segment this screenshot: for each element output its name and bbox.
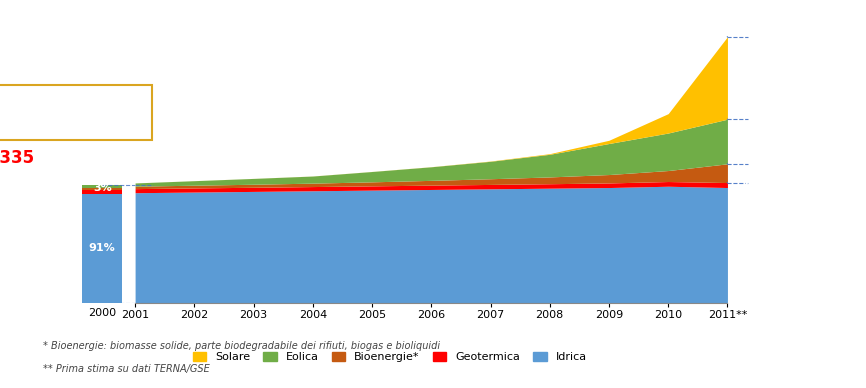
Bar — [82, 188, 122, 190]
Text: 17%: 17% — [740, 135, 768, 148]
Text: 18.335: 18.335 — [0, 149, 35, 167]
Text: 3%: 3% — [93, 183, 112, 192]
Text: 7%: 7% — [740, 167, 760, 180]
Bar — [82, 194, 122, 303]
Legend: Solare, Eolica, Bioenergie*, Geotermica, Idrica: Solare, Eolica, Bioenergie*, Geotermica,… — [188, 348, 591, 367]
Bar — [82, 190, 122, 194]
Text: * Bioenergie: biomasse solide, parte biodegradabile dei rifiuti, biogas e bioliq: * Bioenergie: biomasse solide, parte bio… — [43, 341, 441, 351]
Text: 31%: 31% — [740, 71, 768, 85]
Bar — [82, 185, 122, 188]
Text: Eolica + Solare + Bioenergie = 6%: Eolica + Solare + Bioenergie = 6% — [0, 113, 152, 123]
Text: ** Prima stima su dati TERNA/GSE: ** Prima stima su dati TERNA/GSE — [43, 364, 210, 374]
Text: 43%: 43% — [740, 239, 768, 251]
Text: 2%: 2% — [740, 178, 760, 192]
Text: 91%: 91% — [89, 243, 115, 253]
